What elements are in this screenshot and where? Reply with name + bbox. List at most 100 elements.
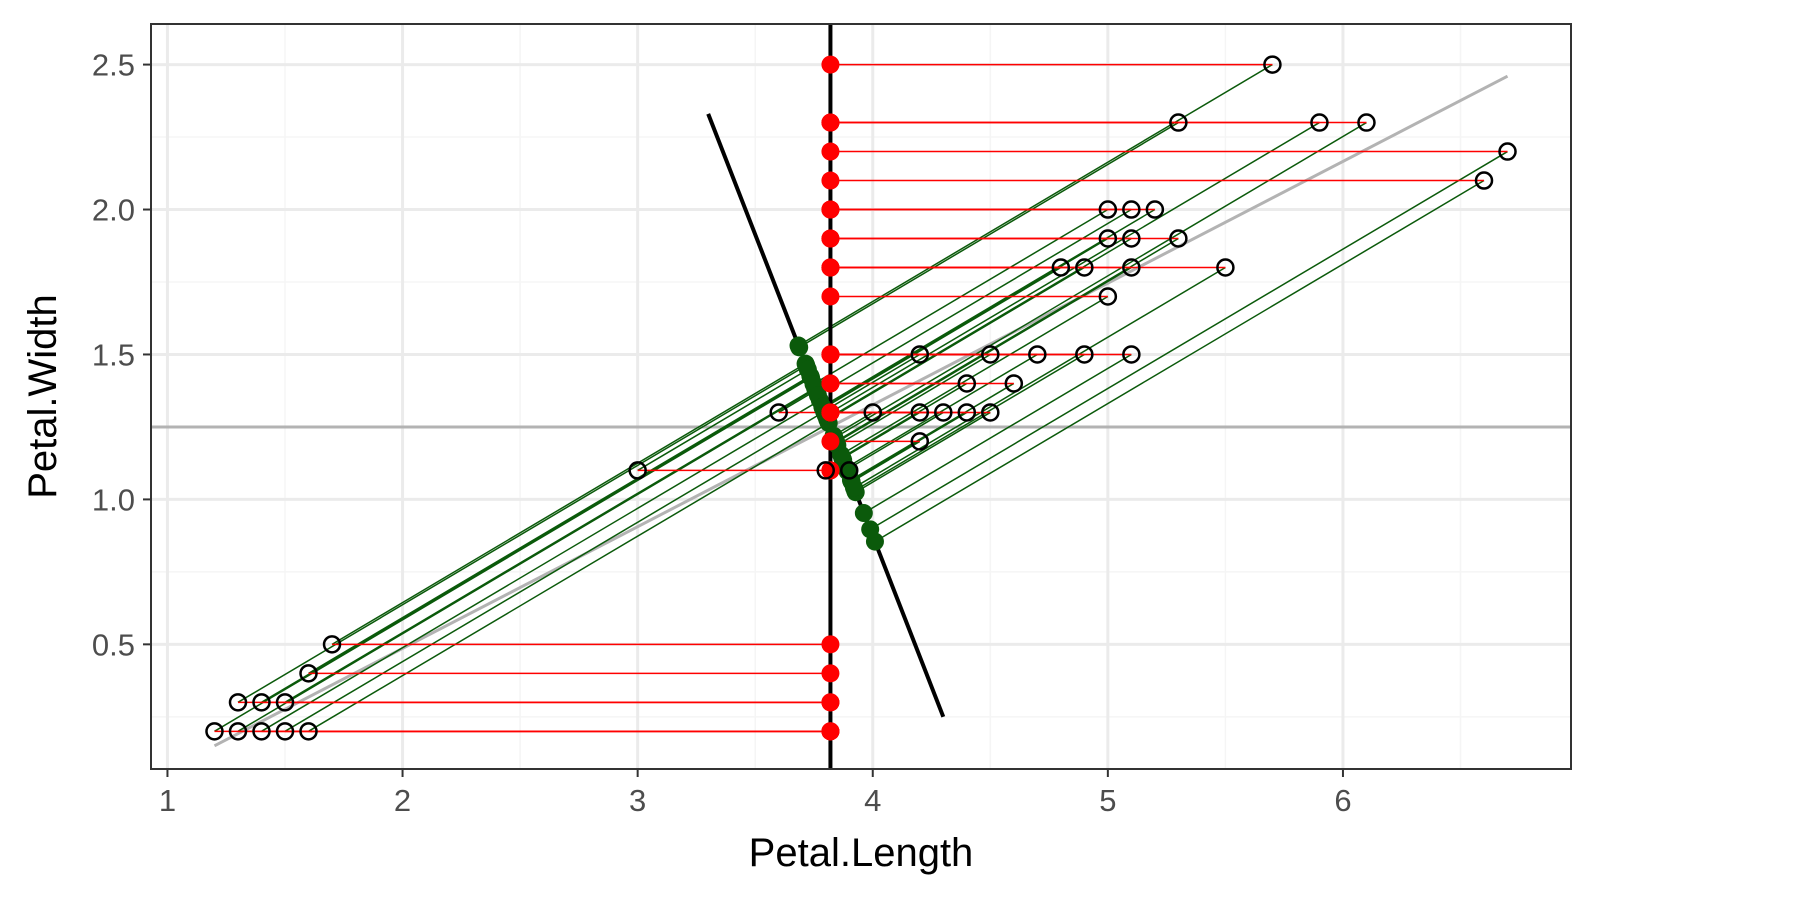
data-point-38 bbox=[1474, 171, 1494, 190]
principal-axis-line bbox=[213, 74, 1509, 748]
perpendicular-projection-26 bbox=[863, 353, 1132, 514]
data-point-2 bbox=[252, 722, 271, 741]
data-point-4 bbox=[299, 722, 318, 741]
data-point-9 bbox=[322, 635, 342, 654]
perpendicular-projection-marker-10 bbox=[798, 360, 817, 379]
horizontal-projection-marker-12 bbox=[821, 461, 840, 480]
x-tick-label-1: 2 bbox=[394, 783, 411, 818]
data-point-34 bbox=[1169, 229, 1188, 248]
data-point-20 bbox=[957, 374, 977, 393]
x-tick-label-2: 3 bbox=[629, 783, 646, 818]
data-point-27 bbox=[1098, 287, 1118, 306]
perpendicular-projection-6 bbox=[261, 376, 812, 703]
perpendicular-projection-0 bbox=[214, 377, 812, 732]
data-point-26 bbox=[1122, 345, 1141, 364]
perpendicular-projection-41 bbox=[825, 121, 1320, 416]
horizontal-projection-marker-39 bbox=[821, 142, 840, 161]
perpendicular-projection-43 bbox=[798, 63, 1273, 347]
data-point-41 bbox=[1310, 113, 1329, 132]
horizontal-projection-marker-21 bbox=[821, 374, 840, 393]
perpendicular-projection-2 bbox=[261, 399, 821, 732]
perpendicular-projection-32 bbox=[822, 237, 1109, 409]
perpendicular-projection-marker-43 bbox=[789, 336, 808, 355]
data-point-22 bbox=[910, 345, 930, 364]
data-point-25 bbox=[1075, 345, 1094, 364]
data-point-12 bbox=[839, 461, 859, 480]
horizontal-projection-marker-26 bbox=[821, 345, 840, 364]
data-point-42 bbox=[1357, 113, 1376, 132]
perpendicular-projection-5 bbox=[237, 364, 807, 703]
data-point-39 bbox=[1498, 142, 1517, 161]
horizontal-projection-marker-8 bbox=[821, 664, 840, 683]
horizontal-projection-marker-37 bbox=[821, 200, 840, 219]
data-point-0 bbox=[205, 722, 224, 741]
data-point-16 bbox=[910, 403, 930, 422]
data-point-19 bbox=[981, 403, 1000, 422]
data-point-15 bbox=[863, 403, 883, 422]
perpendicular-projection-18 bbox=[850, 411, 968, 482]
horizontal-projection-marker-31 bbox=[821, 258, 840, 277]
data-point-10 bbox=[628, 461, 647, 480]
horizontal-projection-marker-13 bbox=[821, 432, 840, 451]
perpendicular-projection-21 bbox=[850, 382, 1015, 481]
perpendicular-projection-16 bbox=[842, 411, 921, 459]
data-point-31 bbox=[1216, 258, 1235, 277]
panel-border bbox=[150, 23, 1572, 770]
perpendicular-projection-4 bbox=[308, 422, 830, 732]
horizontal-projection-marker-38 bbox=[821, 171, 840, 190]
perpendicular-projection-marker-39 bbox=[861, 520, 880, 539]
horizontal-projection-marker-19 bbox=[821, 403, 840, 422]
data-point-11 bbox=[816, 461, 835, 480]
perpendicular-projection-23 bbox=[836, 353, 991, 446]
perpendicular-projection-19 bbox=[855, 411, 991, 493]
data-point-28 bbox=[1051, 258, 1071, 277]
horizontal-projection-marker-34 bbox=[821, 229, 840, 248]
data-point-30 bbox=[1122, 258, 1141, 277]
data-point-33 bbox=[1122, 229, 1141, 248]
data-point-5 bbox=[228, 693, 248, 712]
perpendicular-projection-36 bbox=[817, 208, 1132, 396]
data-point-14 bbox=[769, 403, 788, 422]
data-point-24 bbox=[1028, 345, 1047, 364]
y-tick-label-0: 0.5 bbox=[92, 627, 135, 662]
projection-lines bbox=[214, 63, 1508, 733]
perpendicular-projection-33 bbox=[826, 237, 1132, 420]
perpendicular-projection-8 bbox=[308, 375, 811, 674]
x-tick-label-3: 4 bbox=[864, 783, 881, 818]
data-point-43 bbox=[1263, 55, 1282, 74]
horizontal-projection-marker-42 bbox=[821, 113, 840, 132]
perpendicular-projection-20 bbox=[841, 382, 968, 459]
x-axis-title: Petal.Length bbox=[749, 831, 974, 875]
horizontal-projection-marker-4 bbox=[821, 722, 840, 741]
projection-markers bbox=[789, 55, 884, 741]
perpendicular-projection-marker-26 bbox=[854, 504, 873, 523]
perpendicular-projection-1 bbox=[237, 388, 816, 732]
perpendicular-projection-24 bbox=[845, 353, 1038, 469]
data-points bbox=[205, 55, 1517, 741]
data-point-6 bbox=[252, 693, 271, 712]
perpendicular-projection-25 bbox=[854, 353, 1085, 492]
axis-ticks: 1 2 3 4 5 6 0.5 1.0 1.5 2.0 2.5 bbox=[92, 48, 1352, 818]
data-point-17 bbox=[934, 403, 953, 422]
x-tick-label-0: 1 bbox=[159, 783, 176, 818]
data-point-23 bbox=[981, 345, 1000, 364]
data-point-35 bbox=[1098, 200, 1118, 219]
perpendicular-projection-13 bbox=[851, 440, 921, 483]
x-tick-label-5: 6 bbox=[1334, 783, 1351, 818]
data-point-40 bbox=[1169, 113, 1188, 132]
data-point-13 bbox=[910, 432, 930, 451]
perpendicular-projection-3 bbox=[284, 410, 825, 732]
perpendicular-projection-38 bbox=[874, 179, 1485, 543]
data-point-36 bbox=[1122, 200, 1141, 219]
data-point-29 bbox=[1075, 258, 1094, 277]
data-point-8 bbox=[299, 664, 318, 683]
data-point-3 bbox=[275, 722, 295, 741]
data-point-7 bbox=[275, 693, 295, 712]
perpendicular-projection-7 bbox=[284, 387, 816, 703]
y-tick-label-1: 1.0 bbox=[92, 482, 135, 517]
perpendicular-projection-10 bbox=[637, 368, 809, 472]
perpendicular-projection-28 bbox=[822, 266, 1062, 410]
y-tick-label-2: 1.5 bbox=[92, 337, 135, 372]
x-tick-label-4: 5 bbox=[1099, 783, 1116, 818]
